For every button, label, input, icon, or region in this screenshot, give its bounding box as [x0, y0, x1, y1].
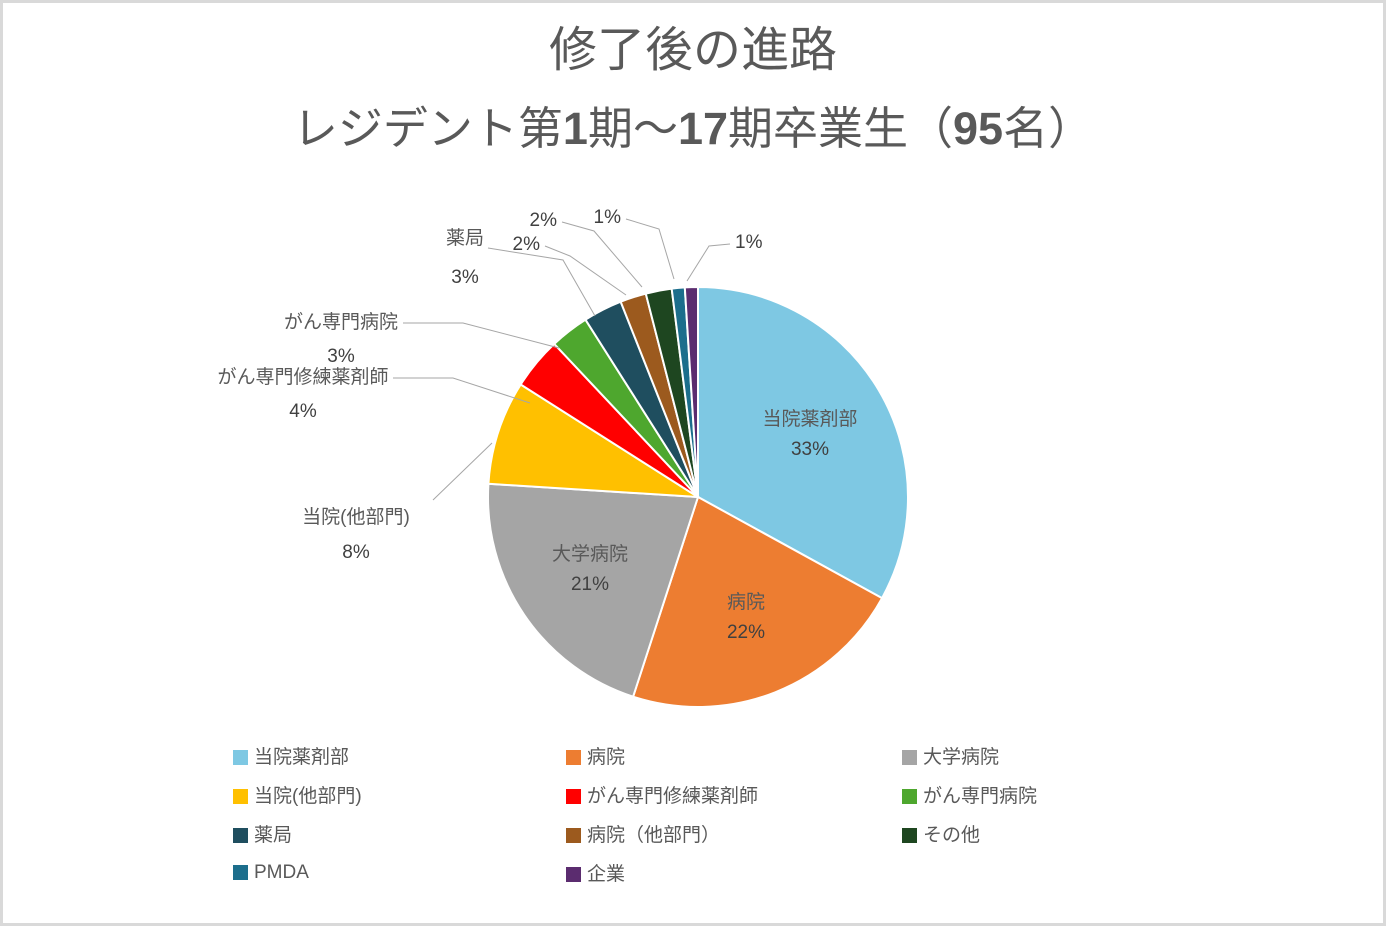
svg-text:21%: 21%: [571, 574, 609, 595]
svg-text:3%: 3%: [451, 267, 479, 288]
svg-text:がん専門病院: がん専門病院: [284, 311, 398, 333]
svg-text:22%: 22%: [727, 622, 765, 643]
svg-text:当院(他部門): 当院(他部門): [302, 506, 410, 528]
svg-text:1%: 1%: [735, 232, 763, 253]
svg-text:2%: 2%: [513, 234, 541, 255]
svg-text:2%: 2%: [530, 210, 558, 231]
svg-text:33%: 33%: [791, 439, 829, 460]
svg-text:病院: 病院: [727, 591, 765, 613]
svg-text:当院薬剤部: 当院薬剤部: [762, 408, 857, 430]
svg-text:薬局: 薬局: [446, 227, 484, 249]
svg-text:8%: 8%: [342, 542, 370, 563]
svg-text:1%: 1%: [594, 207, 622, 228]
svg-text:4%: 4%: [289, 401, 317, 422]
svg-text:大学病院: 大学病院: [552, 543, 628, 565]
svg-text:がん専門修練薬剤師: がん専門修練薬剤師: [217, 366, 388, 388]
svg-text:3%: 3%: [327, 346, 355, 367]
